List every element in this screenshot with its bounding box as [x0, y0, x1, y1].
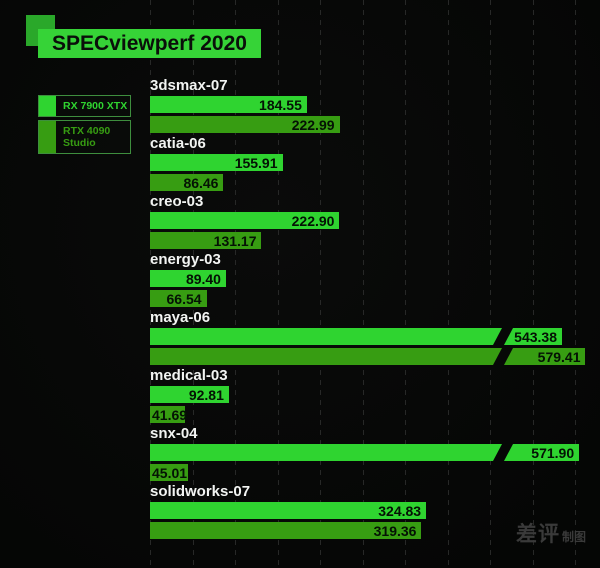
value-label: 543.38	[514, 328, 557, 345]
bar-row: 579.41	[150, 348, 600, 365]
bar-medical-03-rtx-4090-studio: 41.69	[150, 406, 188, 423]
benchmark-group-3dsmax-07: 3dsmax-07 184.55 222.99	[150, 78, 600, 133]
bar-catia-06-rx-7900-xtx: 155.91	[150, 154, 283, 171]
bar-segment-before-break	[150, 348, 502, 365]
benchmark-group-catia-06: catia-06 155.91 86.46	[150, 136, 600, 191]
gridline	[447, 0, 449, 568]
bar-maya-06-rx-7900-xtx: 543.38	[150, 328, 600, 345]
legend-item-rtx-4090-studio: RTX 4090 Studio	[38, 120, 131, 154]
bar-solidworks-07-rx-7900-xtx: 324.83	[150, 502, 427, 519]
bar-creo-03-rx-7900-xtx: 222.90	[150, 212, 340, 229]
value-label: 324.83	[378, 502, 422, 519]
bar-row: 222.99	[150, 116, 600, 133]
benchmark-group-creo-03: creo-03 222.90 131.17	[150, 194, 600, 249]
value-label: 155.91	[234, 154, 278, 171]
category-label-medical-03: medical-03	[150, 367, 228, 384]
gridline	[405, 0, 406, 568]
benchmark-group-snx-04: snx-04 571.90 45.01	[150, 426, 600, 481]
value-label: 89.40	[185, 270, 221, 287]
watermark-suffix: 制图	[561, 530, 586, 544]
benchmark-group-energy-03: energy-03 89.40 66.54	[150, 252, 600, 307]
benchmark-group-solidworks-07: solidworks-07 324.83 319.36	[150, 484, 600, 539]
bar-row: 41.69	[150, 406, 600, 423]
bar-snx-04-rx-7900-xtx: 571.90	[150, 444, 600, 461]
category-label-energy-03: energy-03	[150, 251, 221, 268]
bar-solidworks-07-rtx-4090-studio: 319.36	[150, 522, 422, 539]
value-label: 45.01	[152, 464, 188, 481]
bar-segment-before-break	[150, 328, 502, 345]
bar-row: 324.83	[150, 502, 600, 519]
legend-label-rx: RX 7900 XTX	[63, 100, 128, 112]
category-label-maya-06: maya-06	[150, 309, 211, 326]
category-label-creo-03: creo-03	[150, 193, 204, 210]
bar-row: 543.38	[150, 328, 600, 345]
watermark-brand: 差评	[515, 523, 560, 546]
bar-snx-04-rtx-4090-studio: 45.01	[150, 464, 189, 481]
bar-segment-after-break: 543.38	[504, 328, 562, 345]
gridline	[575, 0, 576, 568]
value-label: 222.99	[291, 116, 335, 133]
bar-energy-03-rx-7900-xtx: 89.40	[150, 270, 226, 287]
value-label: 184.55	[259, 96, 302, 113]
bar-row: 92.81	[150, 386, 600, 403]
bar-maya-06-rtx-4090-studio: 579.41	[150, 348, 600, 365]
category-label-catia-06: catia-06	[150, 135, 206, 152]
bar-medical-03-rx-7900-xtx: 92.81	[150, 386, 229, 403]
bar-row: 66.54	[150, 290, 600, 307]
gridline	[532, 0, 534, 568]
benchmark-group-medical-03: medical-03 92.81 41.69	[150, 368, 600, 423]
bar-energy-03-rtx-4090-studio: 66.54	[150, 290, 207, 307]
category-label-snx-04: snx-04	[150, 425, 198, 442]
legend-swatch-rx-icon	[39, 96, 56, 116]
gridline	[362, 0, 364, 568]
bar-row: 131.17	[150, 232, 600, 249]
gridline	[277, 0, 279, 568]
value-label: 131.17	[213, 232, 257, 249]
bar-row: 86.46	[150, 174, 600, 191]
value-label: 571.90	[531, 444, 575, 461]
bar-row: 45.01	[150, 464, 600, 481]
legend: RX 7900 XTX RTX 4090 Studio	[38, 95, 131, 157]
bar-row: 89.40	[150, 270, 600, 287]
value-label: 579.41	[537, 348, 581, 365]
legend-swatch-rtx-icon	[39, 121, 56, 153]
chart-title: SPECviewperf 2020	[38, 29, 261, 58]
bar-catia-06-rtx-4090-studio: 86.46	[150, 174, 224, 191]
benchmark-group-maya-06: maya-06 543.38 579.41	[150, 310, 600, 365]
gridline	[320, 0, 321, 568]
gridline	[490, 0, 491, 568]
value-label: 222.90	[291, 212, 335, 229]
bar-segment-after-break: 571.90	[504, 444, 580, 461]
legend-item-rx-7900-xtx: RX 7900 XTX	[38, 95, 131, 117]
bar-row: 571.90	[150, 444, 600, 461]
bar-row: 222.90	[150, 212, 600, 229]
category-label-3dsmax-07: 3dsmax-07	[150, 77, 228, 94]
watermark: 差评 制图	[516, 518, 586, 548]
bar-row: 184.55	[150, 96, 600, 113]
value-label: 319.36	[373, 522, 417, 539]
value-label: 66.54	[166, 290, 202, 307]
category-label-solidworks-07: solidworks-07	[150, 483, 251, 500]
legend-label-rtx: RTX 4090 Studio	[63, 125, 111, 149]
value-label: 86.46	[183, 174, 219, 191]
bar-chart-area: 3dsmax-07 184.55 222.99 catia-06 155.91 86.46…	[150, 78, 600, 542]
bar-3dsmax-07-rtx-4090-studio: 222.99	[150, 116, 340, 133]
bar-row: 319.36	[150, 522, 600, 539]
bar-creo-03-rtx-4090-studio: 131.17	[150, 232, 262, 249]
bar-row: 155.91	[150, 154, 600, 171]
value-label: 41.69	[152, 406, 188, 423]
gridline	[235, 0, 236, 568]
value-label: 92.81	[188, 386, 224, 403]
bar-segment-before-break	[150, 444, 502, 461]
bar-3dsmax-07-rx-7900-xtx: 184.55	[150, 96, 307, 113]
bar-segment-after-break: 579.41	[504, 348, 586, 365]
